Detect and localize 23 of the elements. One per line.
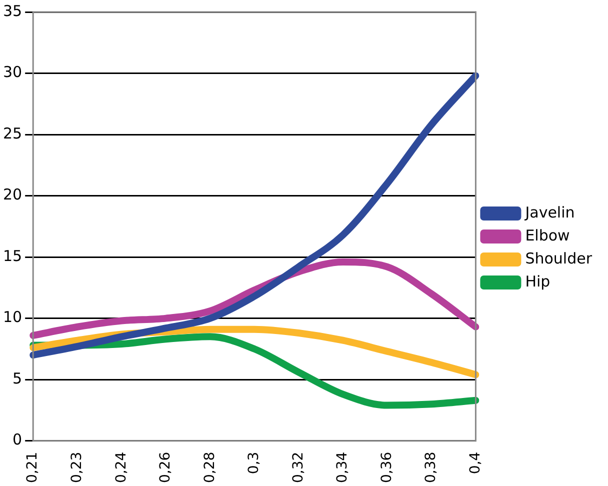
legend-label: Shoulder — [525, 249, 593, 268]
legend-label: Javelin — [524, 203, 575, 222]
x-tick-label: 0,34 — [334, 452, 351, 483]
x-tick-label: 0,26 — [158, 452, 174, 483]
legend-label: Elbow — [525, 226, 570, 244]
x-tick-label: 0,4 — [467, 452, 484, 474]
y-tick-label: 15 — [2, 246, 22, 265]
y-tick-label: 20 — [2, 186, 22, 204]
x-tick-label: 0,28 — [202, 452, 218, 483]
x-tick-label: 0,24 — [113, 452, 130, 483]
y-tick-label: 30 — [2, 63, 22, 82]
x-tick-label: 0,3 — [246, 452, 262, 474]
x-tick-label: 0,32 — [290, 452, 306, 483]
y-tick-label: 25 — [2, 124, 22, 142]
x-tick-label: 0,38 — [423, 452, 440, 483]
x-tick-label: 0,23 — [68, 452, 85, 483]
y-tick-label: 10 — [2, 308, 22, 326]
y-tick-label: 5 — [12, 369, 22, 388]
x-tick-label: 0,36 — [378, 452, 395, 483]
y-tick-label: 35 — [2, 2, 22, 20]
legend-label: Hip — [525, 272, 550, 290]
x-tick-label: 0,21 — [24, 452, 41, 483]
y-tick-label: 0 — [12, 430, 22, 449]
